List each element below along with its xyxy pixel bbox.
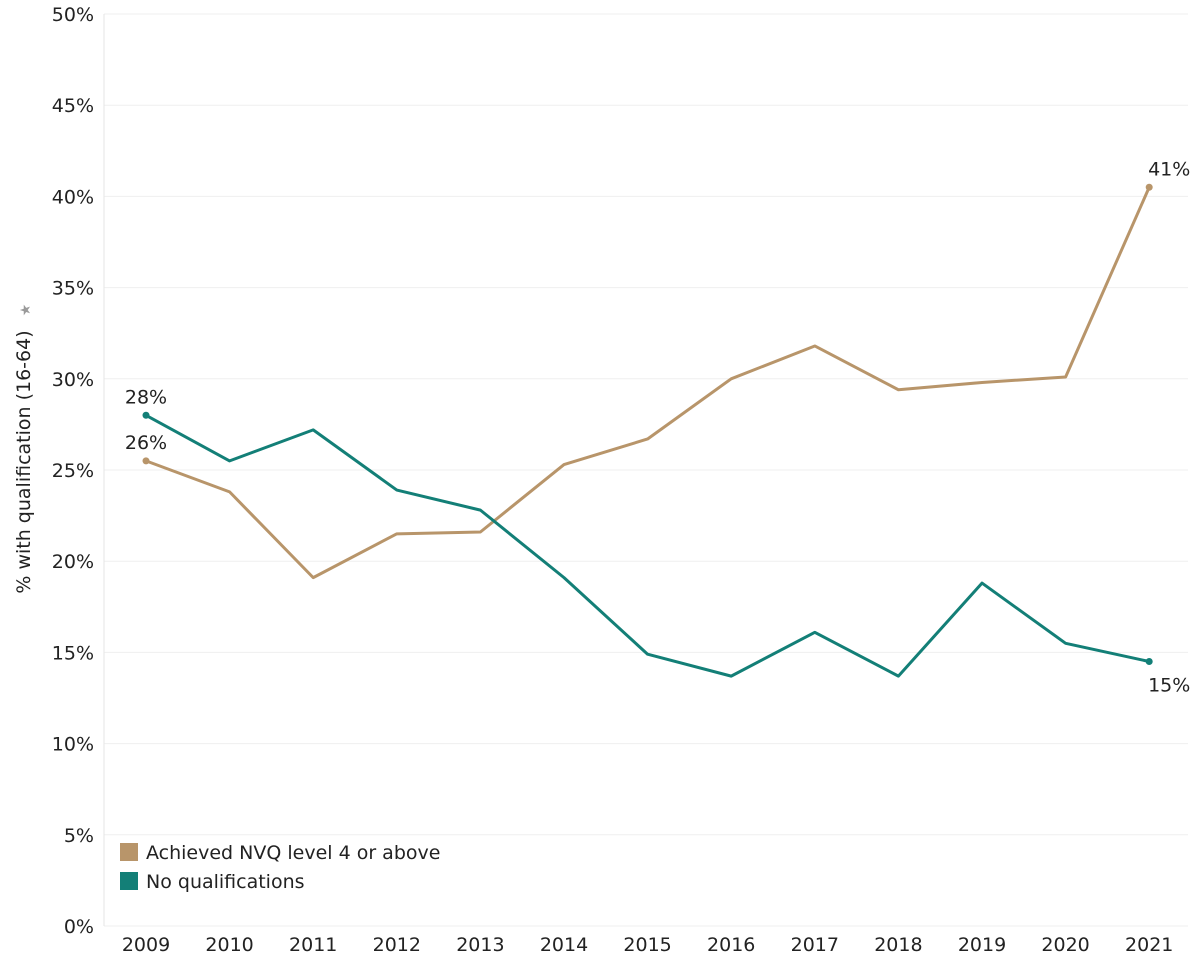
series-point: [1145, 183, 1153, 191]
series-point: [142, 457, 150, 465]
y-tick-label: 15%: [52, 642, 94, 664]
series-point: [1145, 658, 1153, 666]
x-tick-label: 2012: [373, 934, 421, 956]
x-tick-label: 2013: [456, 934, 504, 956]
legend-label: No qualifications: [146, 871, 305, 893]
x-tick-label: 2014: [540, 934, 588, 956]
y-tick-label: 0%: [64, 916, 94, 938]
data-label: 15%: [1148, 675, 1190, 697]
data-label: 41%: [1148, 158, 1190, 180]
axis-titles: % with qualification (16-64) ★: [13, 304, 35, 594]
series-point: [142, 411, 150, 419]
y-tick-label: 50%: [52, 4, 94, 26]
x-tick-label: 2010: [205, 934, 253, 956]
legend-swatch: [120, 872, 138, 890]
data-label: 28%: [125, 386, 167, 408]
y-tick-label: 45%: [52, 95, 94, 117]
x-axis: 2009 2010 2011 2012 2013 2014 2015 2016 2017 2018…: [122, 934, 1174, 956]
y-tick-label: 35%: [52, 278, 94, 300]
data-label: 26%: [125, 432, 167, 454]
x-tick-label: 2011: [289, 934, 337, 956]
series-lines: [142, 183, 1153, 678]
x-tick-label: 2016: [707, 934, 755, 956]
x-tick-label: 2009: [122, 934, 170, 956]
y-tick-label: 25%: [52, 460, 94, 482]
data-labels: 26% 41% 28% 15%: [125, 158, 1190, 696]
legend-label: Achieved NVQ level 4 or above: [146, 842, 440, 864]
y-tick-label: 40%: [52, 186, 94, 208]
y-axis-title: % with qualification (16-64): [13, 330, 35, 593]
x-tick-label: 2021: [1125, 934, 1173, 956]
legend-swatch: [120, 843, 138, 861]
y-tick-label: 30%: [52, 369, 94, 391]
y-tick-label: 5%: [64, 825, 94, 847]
series-line: [144, 413, 1151, 678]
series-line: [144, 185, 1151, 580]
x-tick-label: 2018: [874, 934, 922, 956]
x-tick-label: 2015: [623, 934, 671, 956]
x-tick-label: 2017: [791, 934, 839, 956]
gridlines: [104, 13, 1188, 927]
pin-icon: ★: [18, 304, 34, 317]
y-tick-label: 20%: [52, 551, 94, 573]
x-tick-label: 2019: [958, 934, 1006, 956]
y-axis: 0% 5% 10% 15% 20% 25% 30% 35% 40% 45% 50%: [52, 4, 105, 938]
y-tick-label: 10%: [52, 734, 94, 756]
x-tick-label: 2020: [1041, 934, 1089, 956]
legend: Achieved NVQ level 4 or above No qualific…: [120, 842, 440, 893]
